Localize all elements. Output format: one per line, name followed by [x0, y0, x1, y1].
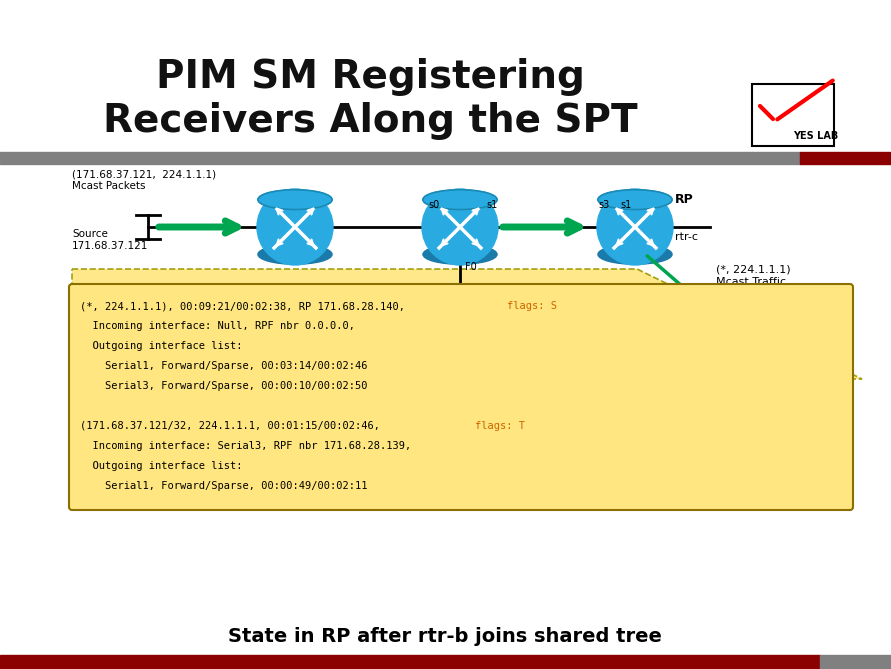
Text: PIM SM Registering: PIM SM Registering [156, 58, 584, 96]
Text: rtr-a: rtr-a [283, 295, 307, 305]
Text: RP: RP [675, 193, 694, 205]
Text: s1: s1 [486, 200, 498, 210]
Text: Serial1, Forward/Sparse, 00:00:49/00:02:11: Serial1, Forward/Sparse, 00:00:49/00:02:… [80, 481, 367, 491]
Text: Receivers Along the SPT: Receivers Along the SPT [102, 102, 637, 140]
Text: Incoming interface: Null, RPF nbr 0.0.0.0,: Incoming interface: Null, RPF nbr 0.0.0.… [80, 321, 355, 331]
Text: Serial1, Forward/Sparse, 00:03:14/00:02:46: Serial1, Forward/Sparse, 00:03:14/00:02:… [80, 361, 367, 371]
Text: s3: s3 [599, 200, 609, 210]
Polygon shape [72, 269, 862, 379]
Text: Mcast Packets: Mcast Packets [72, 181, 145, 191]
Text: Outgoing interface list:: Outgoing interface list: [80, 341, 242, 351]
Text: s1: s1 [620, 200, 631, 210]
Text: (*, 224.1.1.1): (*, 224.1.1.1) [716, 264, 790, 274]
Bar [800, 152, 891, 164]
Ellipse shape [423, 244, 497, 264]
Text: (171.68.37.121,  224.1.1.1): (171.68.37.121, 224.1.1.1) [72, 169, 217, 179]
FancyBboxPatch shape [69, 284, 853, 510]
Text: Rcvr A: Rcvr A [442, 342, 478, 352]
Text: YES LAB: YES LAB [793, 131, 838, 141]
Text: Outgoing interface list:: Outgoing interface list: [80, 461, 242, 471]
Text: Incoming interface: Serial3, RPF nbr 171.68.28.139,: Incoming interface: Serial3, RPF nbr 171… [80, 441, 412, 451]
Bar [820, 655, 891, 669]
Circle shape [422, 189, 498, 265]
Text: Mcast Traffic: Mcast Traffic [716, 277, 786, 287]
Text: rtr-b: rtr-b [436, 295, 460, 305]
Bar [0, 152, 800, 164]
Ellipse shape [258, 244, 332, 264]
Bar [752, 84, 834, 146]
Circle shape [257, 189, 333, 265]
Text: Serial3, Forward/Sparse, 00:00:10/00:02:50: Serial3, Forward/Sparse, 00:00:10/00:02:… [80, 381, 367, 391]
Ellipse shape [258, 190, 332, 209]
Text: flags: S: flags: S [507, 301, 558, 311]
Text: s0: s0 [429, 200, 439, 210]
Bar [0, 655, 820, 669]
Text: Source: Source [72, 229, 108, 239]
Text: flags: T: flags: T [475, 421, 525, 431]
Text: 171.68.37.121: 171.68.37.121 [72, 241, 149, 251]
Text: F0: F0 [465, 262, 477, 272]
Ellipse shape [598, 244, 672, 264]
Text: State in RP after rtr-b joins shared tree: State in RP after rtr-b joins shared tre… [228, 626, 662, 646]
Ellipse shape [423, 190, 497, 209]
Text: rtr-c: rtr-c [675, 232, 698, 242]
Ellipse shape [598, 190, 672, 209]
Text: (*, 224.1.1.1), 00:09:21/00:02:38, RP 171.68.28.140,: (*, 224.1.1.1), 00:09:21/00:02:38, RP 17… [80, 301, 412, 311]
Text: (171.68.37.121/32, 224.1.1.1, 00:01:15/00:02:46,: (171.68.37.121/32, 224.1.1.1, 00:01:15/0… [80, 421, 387, 431]
Circle shape [597, 189, 673, 265]
